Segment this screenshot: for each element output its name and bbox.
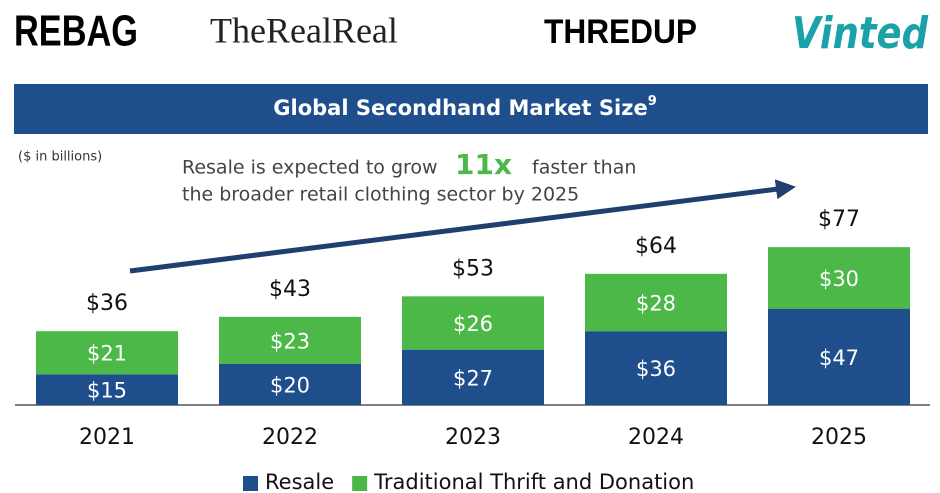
bar-segment bbox=[768, 247, 910, 309]
value-label: $47 bbox=[819, 346, 859, 370]
value-label: $28 bbox=[636, 292, 676, 316]
x-tick-label: 2022 bbox=[262, 425, 318, 450]
annotation-highlight: 11x bbox=[455, 148, 512, 181]
bar-segment bbox=[585, 331, 727, 405]
total-label: $77 bbox=[818, 207, 860, 232]
value-label: $15 bbox=[87, 379, 127, 403]
total-label: $53 bbox=[452, 256, 494, 281]
logo: REBAG bbox=[14, 7, 138, 56]
total-label: $36 bbox=[86, 291, 128, 316]
value-label: $23 bbox=[270, 329, 310, 353]
logo: THREDUP bbox=[544, 13, 697, 51]
value-label: $27 bbox=[453, 366, 493, 390]
annotation: faster than bbox=[532, 157, 636, 179]
annotation: Resale is expected to grow bbox=[182, 157, 438, 179]
x-tick-label: 2025 bbox=[811, 425, 867, 450]
x-tick-label: 2021 bbox=[79, 425, 135, 450]
legend-label: Resale bbox=[265, 470, 334, 493]
logo: Vinted bbox=[792, 8, 928, 59]
bar-segment bbox=[219, 316, 361, 364]
value-label: $26 bbox=[453, 312, 493, 336]
total-label: $64 bbox=[635, 234, 677, 259]
legend-swatch bbox=[243, 476, 258, 491]
bar-segment bbox=[402, 349, 544, 405]
legend-label: Traditional Thrift and Donation bbox=[373, 470, 694, 493]
bar-segment bbox=[219, 364, 361, 405]
bar-segment bbox=[585, 273, 727, 332]
annotation: the broader retail clothing sector by 20… bbox=[182, 184, 579, 206]
bar-segment bbox=[36, 331, 178, 375]
bar-segment bbox=[36, 374, 178, 405]
value-label: $20 bbox=[270, 374, 310, 398]
title-text: Global Secondhand Market Size bbox=[273, 96, 647, 120]
growth-arrow bbox=[129, 179, 796, 274]
value-label: $36 bbox=[636, 357, 676, 381]
bar-segment bbox=[768, 308, 910, 405]
x-tick-label: 2024 bbox=[628, 425, 684, 450]
chart-title: Global Secondhand Market Size9 bbox=[273, 94, 656, 121]
footnote: 9 bbox=[648, 94, 657, 109]
logo: TheRealReal bbox=[210, 10, 398, 50]
legend-swatch bbox=[352, 476, 368, 491]
value-label: $30 bbox=[819, 267, 859, 291]
x-tick-label: 2023 bbox=[445, 425, 501, 450]
title-banner bbox=[14, 84, 928, 134]
subtitle: ($ in billions) bbox=[18, 150, 102, 165]
value-label: $21 bbox=[87, 342, 127, 366]
bar-segment bbox=[402, 296, 544, 350]
total-label: $43 bbox=[269, 277, 311, 302]
